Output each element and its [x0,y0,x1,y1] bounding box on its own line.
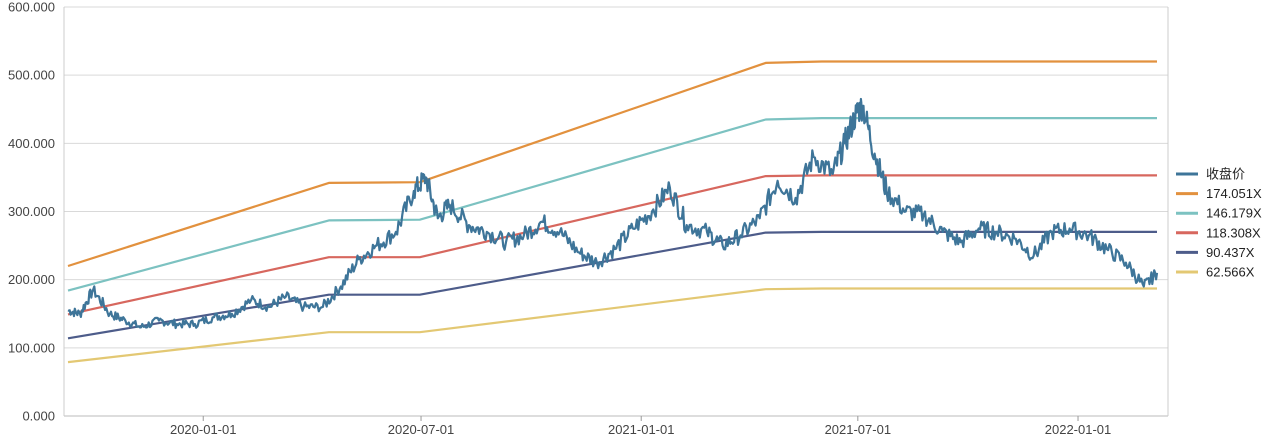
series-line-146.179X [67,117,1157,292]
legend-label: 146.179X [1206,206,1262,221]
y-tick-label: 300.000 [8,204,55,219]
legend-label: 118.308X [1206,225,1261,240]
series-line-close-price [67,97,1159,330]
grid [63,6,1169,417]
y-tick-label: 100.000 [8,340,55,355]
series-line-174.051X [67,60,1157,268]
legend-label: 62.566X [1206,265,1255,280]
series-line-118.308X [67,174,1157,316]
y-tick-label: 500.000 [8,68,55,83]
legend-label: 90.437X [1206,245,1255,260]
y-tick-label: 400.000 [8,136,55,151]
legend-label: 收盘价 [1206,167,1245,182]
legend-label: 174.051X [1206,186,1262,201]
x-tick-label: 2020-07-01 [388,422,455,437]
x-tick-label: 2020-01-01 [170,422,237,437]
x-tick-label: 2021-07-01 [825,422,892,437]
series-line-62.566X [67,287,1157,364]
x-tick-label: 2021-01-01 [608,422,675,437]
y-tick-label: 200.000 [8,272,55,287]
y-tick-label: 0.000 [22,409,55,424]
x-axis: 2020-01-01 2020-07-01 2021-01-01 2021-07-01… [170,416,1111,437]
y-tick-label: 600.000 [8,0,55,15]
y-axis: 0.000 100.000 200.000 300.000 400.000 500.000… [8,0,55,424]
x-tick-label: 2022-01-01 [1045,422,1112,437]
series-lines [67,60,1159,364]
legend: 收盘价 174.051X 146.179X 118.308X 90.437X 62.566… [1176,167,1262,280]
